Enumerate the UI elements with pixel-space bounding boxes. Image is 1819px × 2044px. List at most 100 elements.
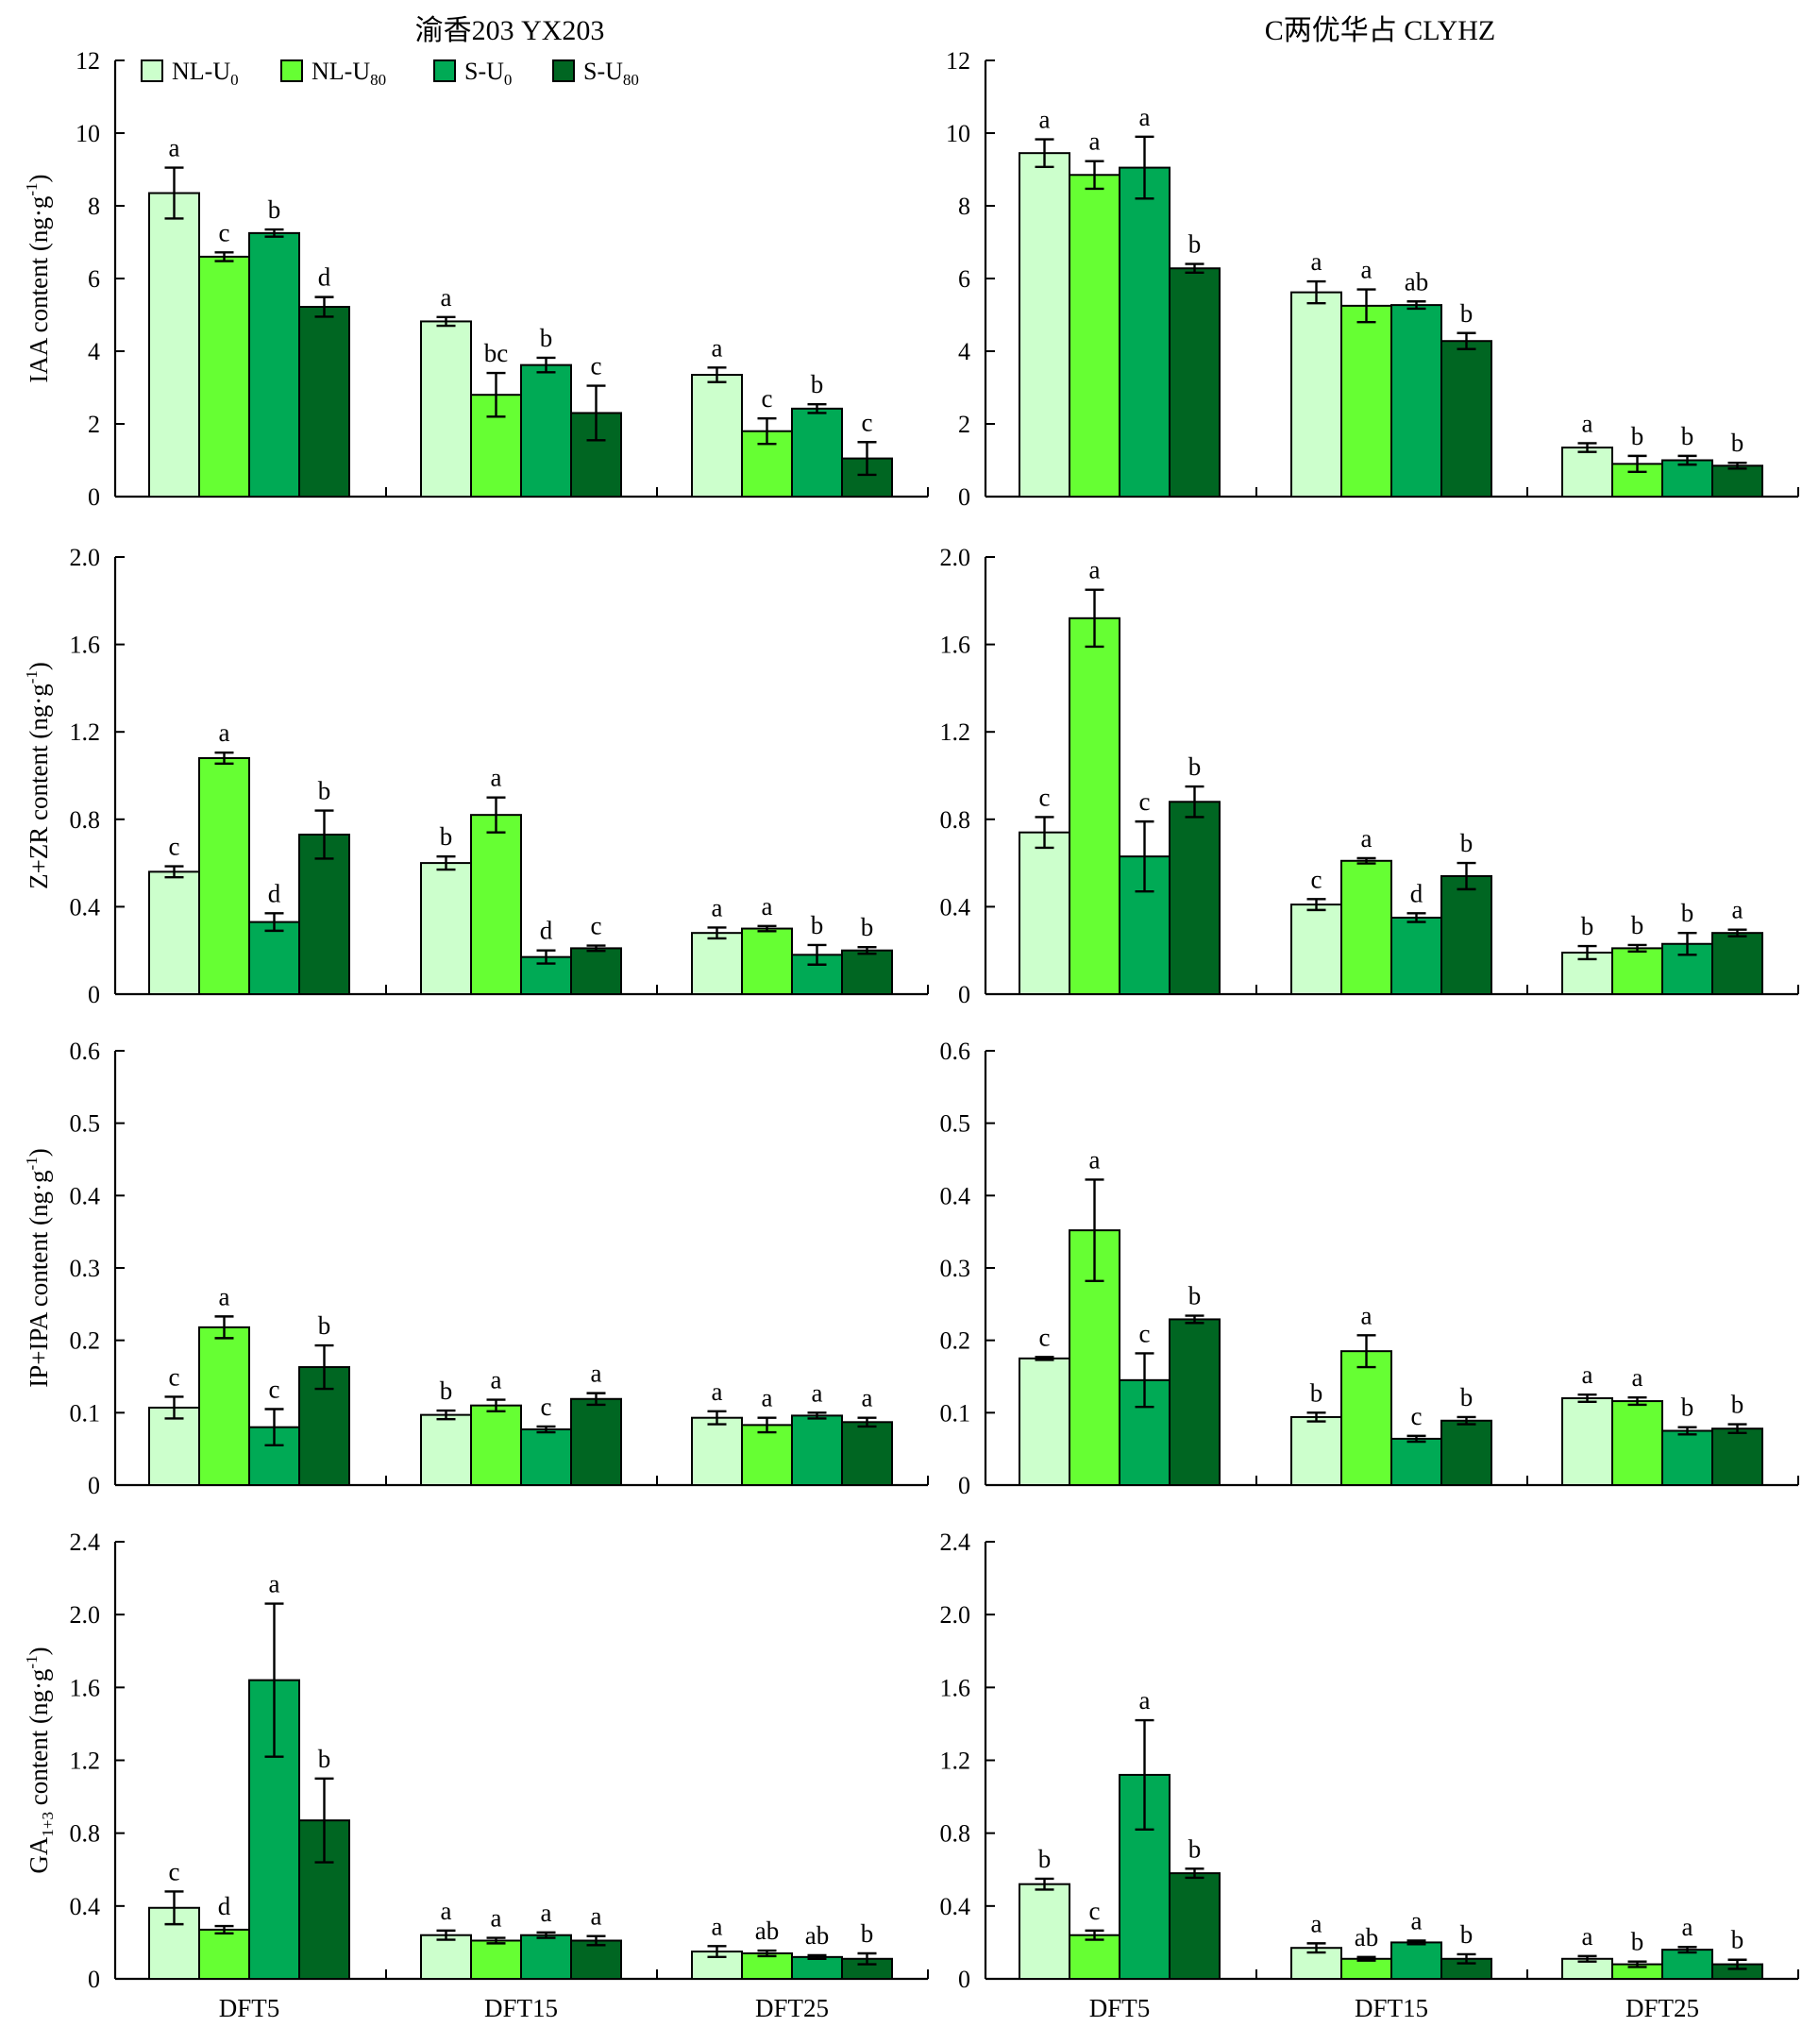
error-bar	[1356, 856, 1376, 865]
bar-s-u80-dft15	[570, 947, 622, 996]
bar-s-u80-dft15	[1440, 340, 1492, 498]
bar-nl-u0-dft5	[1019, 152, 1070, 498]
y-tick-label: 4	[88, 338, 100, 365]
error-bar	[1135, 135, 1154, 200]
bar-nl-u0-dft25	[691, 1416, 743, 1486]
error-bar	[314, 1343, 334, 1391]
y-tick-label: 12	[76, 47, 100, 75]
legend-item-s-u80: S-U80	[552, 58, 639, 89]
error-bar	[314, 809, 334, 860]
y-tick-label: 0.8	[70, 806, 101, 834]
error-bar	[214, 251, 234, 262]
y-tick-label: 0.5	[70, 1110, 101, 1138]
error-bar	[1306, 1411, 1326, 1423]
error-bar	[486, 1936, 506, 1945]
error-bar	[486, 796, 506, 834]
error-bar	[1085, 1178, 1104, 1282]
bar-s-u80-dft15	[570, 1939, 622, 1981]
error-bar	[1727, 1958, 1747, 1970]
significance-letter: b	[1681, 899, 1694, 927]
significance-letter: d	[540, 917, 553, 945]
error-bar	[536, 949, 556, 965]
bar-nl-u80-dft5	[1069, 1934, 1120, 1980]
significance-letter: b	[1581, 912, 1594, 940]
error-bar	[1085, 588, 1104, 649]
y-tick-label: 2.0	[70, 544, 101, 571]
error-bar	[1627, 1960, 1647, 1968]
error-bar	[264, 912, 284, 933]
bar-s-u80-dft15	[1440, 1419, 1492, 1487]
bar-s-u80-dft25	[841, 949, 893, 996]
y-tick-label: 0.6	[70, 1038, 101, 1065]
y-tick-label: 1.2	[70, 1748, 101, 1775]
y-axis-label: IP+IPA content (ng·g-1)	[23, 1148, 53, 1387]
legend-label: NL-U80	[312, 58, 386, 89]
y-tick-label: 0.4	[70, 1182, 101, 1209]
y-tick-label: 0.1	[940, 1399, 971, 1427]
error-bar	[707, 926, 727, 940]
significance-letter: a	[219, 1282, 230, 1310]
significance-letter: a	[491, 764, 502, 792]
error-bar	[1727, 928, 1747, 938]
error-bar	[164, 1395, 184, 1420]
bar-nl-u0-dft25	[691, 374, 743, 498]
legend-swatch	[141, 59, 163, 82]
error-bar	[1677, 1946, 1697, 1954]
significance-letter: c	[1311, 865, 1322, 893]
error-bar	[1627, 1396, 1647, 1407]
y-tick-label: 2.4	[940, 1529, 971, 1556]
bar-nl-u0-dft25	[691, 932, 743, 995]
error-bar	[1406, 1434, 1426, 1444]
error-bar	[857, 946, 877, 955]
significance-letter: a	[491, 1366, 502, 1394]
significance-letter: b	[1731, 429, 1744, 457]
significance-letter: a	[491, 1904, 502, 1933]
bar-nl-u0-dft25	[1561, 447, 1613, 498]
significance-letter: a	[441, 1897, 452, 1925]
error-bar	[1185, 1314, 1204, 1325]
bar-nl-u0-dft15	[1290, 904, 1342, 996]
bar-s-u0-dft15	[1390, 916, 1442, 995]
bar-nl-u0-dft15	[1290, 1415, 1342, 1487]
error-bar	[436, 1409, 456, 1421]
significance-letter: b	[268, 195, 281, 224]
significance-letter: b	[1460, 1383, 1474, 1411]
error-bar	[707, 1410, 727, 1426]
significance-letter: b	[318, 1311, 331, 1340]
significance-letter: a	[1311, 1909, 1322, 1937]
significance-letter: c	[862, 408, 873, 436]
error-bar	[164, 865, 184, 879]
bar-nl-u80-dft15	[1340, 1957, 1392, 1980]
error-bar	[1185, 785, 1204, 819]
error-bar	[757, 1416, 777, 1434]
error-bar	[1306, 898, 1326, 912]
y-tick-label: 1.6	[940, 632, 971, 659]
x-tick-label: DFT25	[1625, 1994, 1699, 2022]
y-tick-label: 6	[88, 265, 100, 293]
significance-letter: a	[1089, 1145, 1101, 1174]
y-tick-label: 4	[958, 338, 970, 365]
bar-nl-u80-dft15	[1340, 859, 1392, 995]
error-bar	[1457, 861, 1476, 891]
significance-letter: b	[540, 324, 553, 352]
y-tick-label: 0.4	[940, 1893, 971, 1920]
bar-s-u0-dft5	[248, 231, 300, 498]
significance-letter: c	[591, 912, 602, 940]
significance-letter: b	[318, 1745, 331, 1773]
legend: NL-U0 NL-U80 S-U0 S-U80	[141, 58, 639, 89]
y-tick-label: 0	[88, 1472, 100, 1499]
bar-nl-u80-dft25	[741, 1951, 793, 1981]
bar-nl-u80-dft15	[1340, 304, 1392, 498]
error-bar	[264, 1408, 284, 1447]
y-tick-label: 0	[88, 981, 100, 1008]
error-bar	[757, 417, 777, 446]
error-bar	[1135, 819, 1154, 893]
y-tick-label: 10	[946, 120, 970, 147]
legend-item-nl-u80: NL-U80	[280, 58, 386, 89]
significance-letter: c	[541, 1393, 552, 1421]
y-tick-label: 2.0	[70, 1601, 101, 1629]
bar-nl-u0-dft5	[1019, 831, 1070, 995]
significance-letter: b	[811, 911, 824, 939]
significance-letter: b	[1460, 829, 1474, 857]
bar-nl-u0-dft15	[420, 862, 472, 995]
